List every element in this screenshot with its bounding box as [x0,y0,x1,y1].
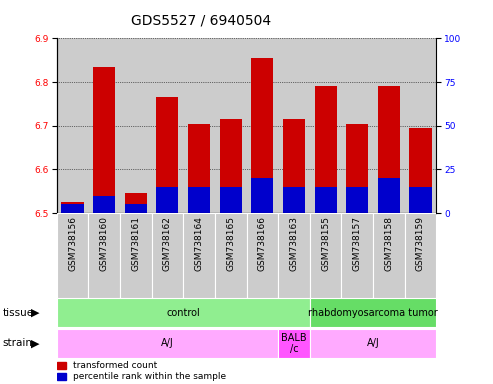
Bar [152,213,183,298]
Bar [93,67,115,213]
Text: GSM738157: GSM738157 [352,216,362,271]
Bar [346,187,368,213]
Bar [57,329,278,358]
Bar [156,187,178,213]
Bar [57,373,66,380]
Bar [409,187,431,213]
Bar [62,202,84,213]
Text: GDS5527 / 6940504: GDS5527 / 6940504 [131,13,271,27]
Text: percentile rank within the sample: percentile rank within the sample [72,372,226,381]
Bar [310,38,341,213]
Bar [93,195,115,213]
Bar [310,213,341,298]
Text: GSM738164: GSM738164 [195,216,204,271]
Bar [183,213,215,298]
Bar [215,213,246,298]
Bar [125,194,147,213]
Bar [88,38,120,213]
Bar [251,178,274,213]
Text: GSM738161: GSM738161 [131,216,141,271]
Text: GSM738162: GSM738162 [163,216,172,271]
Bar [246,38,278,213]
Bar [283,119,305,213]
Bar [378,178,400,213]
Bar [278,38,310,213]
Bar [188,187,210,213]
Bar [188,124,210,213]
Bar [215,38,246,213]
Bar [405,38,436,213]
Bar [341,38,373,213]
Bar [120,213,152,298]
Bar [219,187,242,213]
Bar [341,213,373,298]
Text: rhabdomyosarcoma tumor: rhabdomyosarcoma tumor [308,308,438,318]
Bar [278,329,310,358]
Text: ▶: ▶ [31,308,40,318]
Text: control: control [166,308,200,318]
Bar [283,187,305,213]
Text: GSM738160: GSM738160 [100,216,108,271]
Bar [373,213,405,298]
Text: GSM738155: GSM738155 [321,216,330,271]
Text: strain: strain [2,338,33,349]
Bar [152,38,183,213]
Text: GSM738166: GSM738166 [258,216,267,271]
Bar [57,38,88,213]
Bar [125,204,147,213]
Bar [315,187,337,213]
Bar [346,124,368,213]
Text: GSM738158: GSM738158 [385,216,393,271]
Bar [405,213,436,298]
Bar [246,213,278,298]
Bar [373,38,405,213]
Bar [120,38,152,213]
Bar [57,362,66,369]
Bar [219,119,242,213]
Bar [88,213,120,298]
Bar [409,128,431,213]
Bar [251,58,274,213]
Text: transformed count: transformed count [72,361,157,371]
Bar [310,298,436,327]
Text: A/J: A/J [161,338,174,349]
Text: ▶: ▶ [31,338,40,349]
Text: BALB
/c: BALB /c [281,333,307,354]
Text: tissue: tissue [2,308,34,318]
Bar [62,204,84,213]
Text: A/J: A/J [367,338,380,349]
Text: GSM738165: GSM738165 [226,216,235,271]
Bar [310,329,436,358]
Bar [315,86,337,213]
Bar [57,213,88,298]
Text: GSM738159: GSM738159 [416,216,425,271]
Bar [183,38,215,213]
Bar [156,98,178,213]
Text: GSM738163: GSM738163 [289,216,298,271]
Bar [278,213,310,298]
Text: GSM738156: GSM738156 [68,216,77,271]
Bar [378,86,400,213]
Bar [57,298,310,327]
